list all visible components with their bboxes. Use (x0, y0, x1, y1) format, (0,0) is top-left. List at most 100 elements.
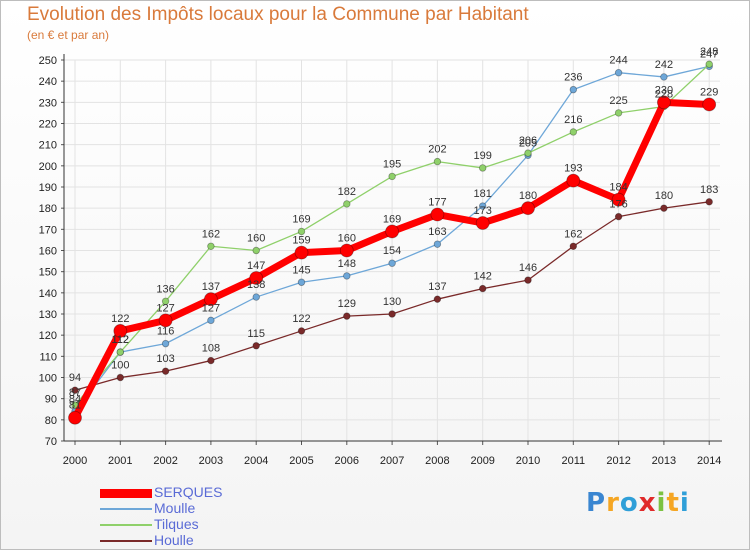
data-point-houlle (388, 310, 396, 318)
data-label-serques: 177 (428, 197, 446, 209)
data-point-serques (611, 192, 626, 207)
logo-letter: i (656, 488, 667, 518)
data-point-serques (339, 243, 354, 258)
data-label-moulle: 181 (474, 188, 492, 200)
data-label-moulle: 127 (202, 302, 220, 314)
chart-subtitle: (en € et par an) (27, 28, 110, 42)
y-tick-label: 160 (39, 246, 57, 258)
data-label-houlle: 122 (292, 313, 310, 325)
legend: SERQUES Moulle Tilques Houlle (100, 484, 300, 549)
y-tick-label: 100 (39, 373, 57, 385)
data-point-serques (158, 313, 173, 328)
data-point-serques (294, 245, 309, 260)
data-label-tilques: 248 (700, 46, 718, 58)
data-point-moulle (614, 68, 623, 77)
data-point-serques (521, 201, 535, 216)
data-point-tilques (252, 246, 260, 255)
data-point-serques (68, 410, 82, 425)
data-point-moulle (207, 316, 215, 325)
legend-item-tilques: Tilques (100, 516, 300, 533)
x-tick-label: 2002 (153, 455, 177, 467)
x-tick-label: 2013 (652, 455, 676, 467)
data-label-moulle: 112 (112, 334, 130, 346)
x-tick-label: 2003 (199, 455, 223, 467)
data-point-serques (249, 271, 264, 285)
series-lines (68, 60, 717, 425)
logo-letter: P (586, 488, 607, 518)
data-label-serques: 122 (111, 313, 129, 325)
data-label-tilques: 228 (655, 89, 673, 101)
y-tick-label: 70 (45, 436, 57, 448)
data-point-tilques (705, 60, 713, 68)
data-label-tilques: 216 (564, 114, 582, 126)
data-label-moulle: 138 (247, 279, 265, 291)
data-label-houlle: 137 (428, 281, 446, 293)
logo-letter: x (638, 488, 657, 518)
data-point-serques (475, 216, 490, 230)
legend-label: Tilques (154, 516, 199, 532)
data-point-houlle (116, 373, 124, 382)
y-tick-label: 210 (39, 140, 57, 152)
data-point-tilques (207, 242, 215, 250)
data-label-moulle: 154 (383, 245, 401, 257)
logo-letter: t (666, 488, 680, 518)
x-tick-label: 2012 (606, 455, 630, 467)
data-point-houlle (161, 367, 170, 375)
y-tick-label: 230 (39, 97, 57, 109)
data-point-tilques (479, 164, 487, 172)
data-point-serques (385, 224, 400, 239)
x-tick-label: 2006 (335, 455, 359, 467)
data-point-tilques (569, 128, 577, 136)
data-point-moulle (161, 339, 170, 348)
data-label-moulle: 236 (564, 72, 582, 84)
data-point-tilques (161, 297, 170, 305)
data-label-houlle: 162 (564, 228, 582, 240)
legend-swatch (100, 524, 152, 526)
data-point-serques (203, 292, 218, 307)
data-label-tilques: 169 (292, 213, 310, 225)
x-tick-label: 2011 (561, 455, 585, 467)
x-tick-label: 2010 (516, 455, 540, 467)
y-tick-label: 140 (39, 288, 57, 300)
legend-swatch (100, 508, 152, 510)
data-label-serques: 229 (700, 86, 718, 98)
data-point-tilques (116, 348, 124, 356)
y-tick-label: 110 (39, 351, 57, 363)
data-label-moulle: 116 (157, 326, 175, 338)
x-tick-label: 2001 (108, 455, 132, 467)
legend-swatch (100, 540, 152, 542)
data-label-tilques: 87 (69, 387, 81, 399)
data-point-houlle (524, 276, 532, 284)
legend-item-houlle: Houlle (100, 532, 300, 549)
data-point-tilques (343, 200, 351, 208)
data-label-serques: 230 (655, 84, 673, 96)
y-tick-label: 190 (39, 182, 57, 194)
data-label-serques: 81 (69, 400, 81, 412)
data-point-houlle (569, 242, 577, 250)
data-point-houlle (71, 386, 79, 394)
data-point-houlle (705, 198, 713, 206)
axes (61, 54, 722, 445)
data-label-moulle: 244 (609, 55, 627, 67)
data-label-houlle: 130 (383, 296, 401, 308)
logo-letter: r (606, 488, 620, 518)
logo-letter: i (679, 488, 690, 518)
y-tick-label: 240 (39, 76, 57, 88)
data-label-serques: 184 (609, 182, 627, 194)
data-point-tilques (524, 149, 532, 157)
legend-item-serques: SERQUES (100, 484, 300, 501)
data-label-houlle: 146 (519, 262, 537, 274)
data-point-moulle (479, 202, 487, 210)
x-tick-label: 2005 (289, 455, 313, 467)
data-label-houlle: 108 (202, 343, 220, 355)
data-label-moulle: 163 (428, 226, 446, 238)
x-tick-label: 2009 (470, 455, 494, 467)
data-point-moulle (660, 73, 668, 81)
data-label-tilques: 160 (247, 233, 265, 245)
data-point-houlle (479, 284, 487, 293)
y-tick-label: 130 (39, 309, 57, 321)
data-labels: 94 100 103 108 115 122 129 130 137 142 146 162 176 18… (69, 46, 719, 411)
data-label-houlle: 115 (247, 328, 265, 340)
legend-label: Moulle (154, 500, 196, 516)
